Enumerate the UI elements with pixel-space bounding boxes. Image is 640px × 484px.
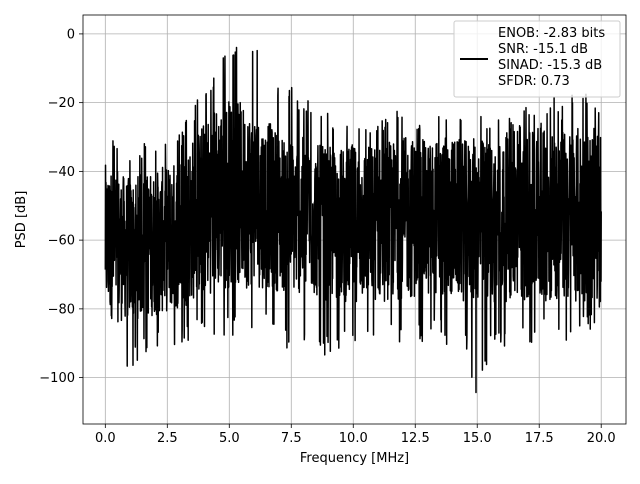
y-tick-label: −20 <box>48 96 75 111</box>
x-tick-label: 17.5 <box>525 431 554 446</box>
y-axis-label: PSD [dB] <box>14 191 29 249</box>
axes-frame <box>82 14 627 425</box>
legend: ENOB: -2.83 bits SNR: -15.1 dB SINAD: -1… <box>453 20 621 98</box>
x-tick-label: 5.0 <box>219 431 240 446</box>
x-axis-ticks: 0.0 2.5 5.0 7.5 10.0 12.5 15.0 17.5 20.0 <box>95 424 616 446</box>
x-tick-label: 12.5 <box>401 431 430 446</box>
y-axis-ticks: 0 −20 −40 −60 −80 −100 <box>39 27 83 386</box>
x-axis-label: Frequency [MHz] <box>300 451 409 466</box>
legend-box <box>453 20 621 98</box>
x-tick-label: 15.0 <box>463 431 492 446</box>
psd-series-line <box>104 46 602 394</box>
plot-region <box>104 46 602 394</box>
y-tick-label: 0 <box>67 27 75 42</box>
y-tick-label: −60 <box>48 234 75 249</box>
x-tick-label: 7.5 <box>281 431 302 446</box>
legend-entry-sinad: SINAD: -15.3 dB <box>498 58 602 73</box>
y-tick-label: −80 <box>48 302 75 317</box>
y-tick-label: −100 <box>39 371 75 386</box>
legend-entry-enob: ENOB: -2.83 bits <box>498 26 605 41</box>
legend-entry-sfdr: SFDR: 0.73 <box>498 74 570 89</box>
x-tick-label: 10.0 <box>339 431 368 446</box>
legend-entry-snr: SNR: -15.1 dB <box>498 42 588 57</box>
x-tick-label: 0.0 <box>95 431 116 446</box>
x-tick-label: 2.5 <box>157 431 178 446</box>
y-tick-label: −40 <box>48 165 75 180</box>
x-tick-label: 20.0 <box>587 431 616 446</box>
